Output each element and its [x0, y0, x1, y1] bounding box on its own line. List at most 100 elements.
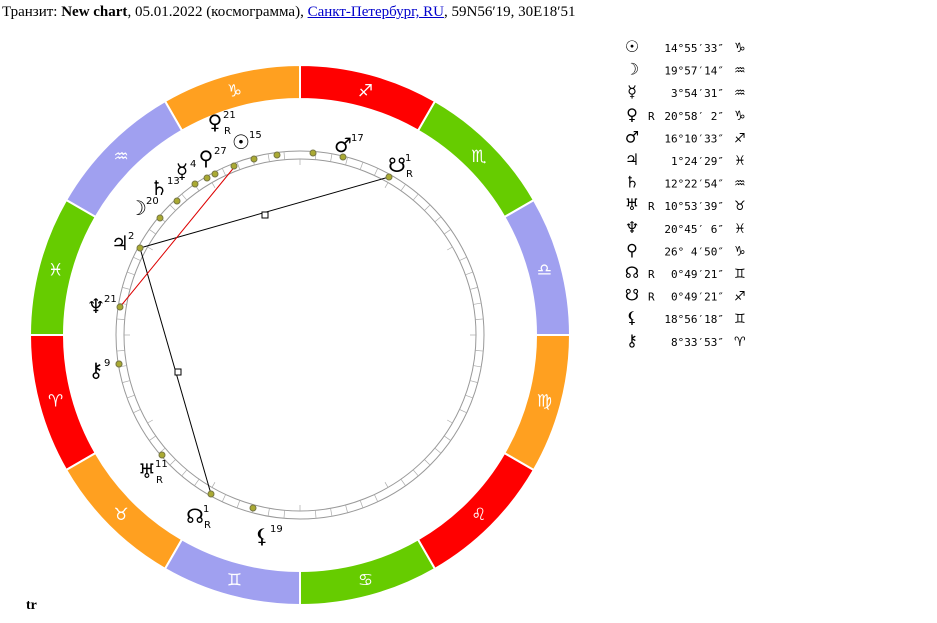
planet-degree: 13	[167, 176, 180, 187]
sign-glyph: ♒	[113, 147, 128, 167]
row-glyph: ☿	[627, 82, 637, 101]
planet-degree: 1	[405, 153, 411, 164]
planet-dot	[230, 162, 238, 170]
planet-degree: 9	[104, 358, 110, 369]
row-sign: ♊	[734, 267, 746, 282]
degree-tick	[465, 271, 474, 276]
prefix: Транзит:	[2, 4, 58, 20]
planet-dot	[339, 153, 347, 161]
planet-degree: 1	[203, 504, 209, 515]
degree-tick	[424, 459, 431, 466]
planet-dot	[156, 214, 164, 222]
degree-tick	[345, 504, 348, 513]
degree-tick	[443, 229, 451, 235]
sign-glyph: ♑	[227, 82, 242, 102]
row-glyph: ♀	[626, 105, 638, 124]
degree-tick	[314, 510, 317, 519]
row-glyph: ☋	[625, 286, 639, 305]
planet-dot	[158, 451, 166, 459]
degree-tick	[236, 500, 241, 509]
degree-tick	[459, 409, 467, 414]
planet-degree: 21	[223, 110, 236, 121]
degree-tick	[221, 494, 226, 502]
degree-tick	[211, 482, 216, 488]
degree-tick	[211, 182, 216, 188]
degree-tick	[122, 287, 131, 290]
degree-tick	[147, 419, 153, 424]
row-glyph: ☉	[625, 37, 639, 56]
degree-tick	[149, 229, 157, 235]
planet-glyph: ♃	[111, 231, 129, 255]
degree-tick	[412, 469, 419, 477]
row-retro: R	[648, 291, 655, 304]
degree-tick	[400, 184, 406, 192]
row-sign: ♒	[734, 64, 746, 79]
row-retro: R	[648, 200, 655, 213]
row-sign: ♐	[734, 131, 746, 146]
sign-glyph: ♏	[471, 147, 486, 167]
row-glyph: ⚷	[626, 331, 638, 350]
planet-degree: 15	[249, 130, 262, 141]
degree-tick	[443, 435, 451, 441]
degree-tick	[330, 153, 333, 162]
row-position: 18°56′18″	[664, 313, 724, 326]
row-sign: ♊	[734, 312, 746, 327]
location-link[interactable]: Санкт-Петербург, RU	[307, 4, 444, 20]
degree-tick	[447, 419, 453, 424]
row-position: 19°57′14″	[664, 65, 724, 78]
planet-retro: R	[406, 169, 413, 180]
row-position: 0°49′21″	[671, 291, 724, 304]
degree-tick	[236, 161, 241, 170]
aspect-marker	[261, 211, 269, 219]
degree-tick	[412, 193, 419, 201]
row-sign: ♓	[734, 154, 746, 169]
aspect-marker	[174, 368, 182, 376]
planet-degree: 2	[128, 231, 134, 242]
chart-name: New chart	[61, 4, 128, 20]
planet-dot	[385, 173, 393, 181]
planet-dot	[203, 174, 211, 182]
planet-dot	[191, 180, 199, 188]
degree-tick	[283, 151, 286, 160]
row-sign: ♉	[734, 199, 746, 214]
degree-tick	[267, 153, 270, 162]
coords: , 59N56′19, 30E18′51	[443, 4, 576, 20]
degree-tick	[424, 204, 431, 211]
row-glyph: ☽	[625, 60, 639, 79]
planet-glyph: ♄	[150, 176, 168, 200]
row-glyph: ⚲	[626, 240, 638, 259]
degree-tick	[384, 182, 389, 188]
row-sign: ♑	[734, 109, 746, 124]
date: , 05.01.2022 (космограмма),	[127, 4, 304, 20]
sign-glyph: ♍	[537, 391, 552, 411]
planet-glyph: ♅	[138, 459, 156, 483]
row-position: 14°55′33″	[664, 42, 724, 55]
row-sign: ♓	[734, 222, 746, 237]
degree-tick	[469, 287, 478, 290]
header: Транзит: New chart, 05.01.2022 (космогра…	[2, 4, 576, 21]
degree-tick	[434, 216, 442, 223]
planet-glyph: ⚲	[199, 146, 214, 170]
planet-degree: 17	[351, 133, 364, 144]
degree-tick	[359, 161, 364, 170]
row-sign: ♐	[734, 290, 746, 305]
degree-tick	[475, 318, 484, 321]
degree-tick	[126, 271, 135, 276]
planet-retro: R	[204, 520, 211, 531]
planet-degree: 11	[155, 459, 168, 470]
degree-tick	[181, 193, 188, 201]
sign-glyph: ♋	[358, 570, 373, 590]
degree-tick	[116, 318, 125, 321]
degree-tick	[149, 435, 157, 441]
planet-glyph: ☿	[176, 159, 188, 183]
sign-glyph: ♐	[358, 82, 373, 102]
row-sign: ♒	[734, 177, 746, 192]
degree-tick	[374, 494, 379, 502]
degree-tick	[221, 168, 226, 176]
planet-degree: 21	[104, 294, 117, 305]
row-glyph: ♅	[625, 195, 639, 214]
degree-tick	[133, 256, 141, 261]
row-position: 16°10′33″	[664, 132, 724, 145]
